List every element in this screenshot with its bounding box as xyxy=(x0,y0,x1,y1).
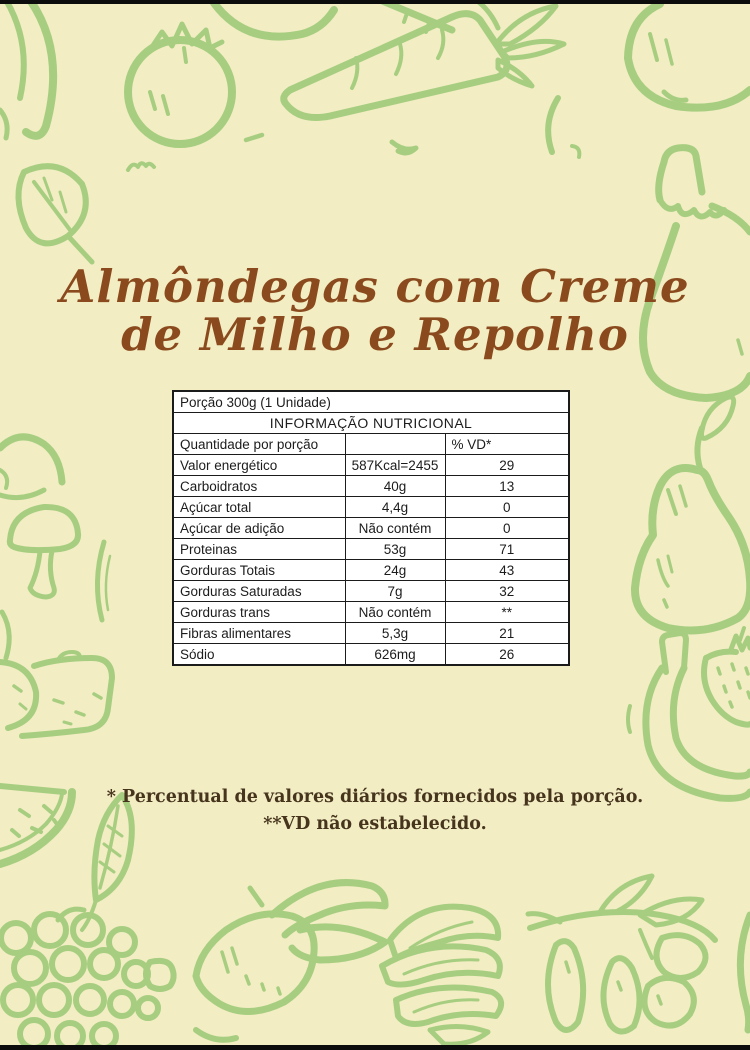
nutrient-value: Não contém xyxy=(344,601,446,623)
greens-bundle-icon xyxy=(379,903,505,1047)
nutrient-value: Não contém xyxy=(344,517,446,539)
table-row: Sódio 626mg 26 xyxy=(172,643,570,666)
olive-branch-icon xyxy=(525,873,718,1035)
bottom-border-bar xyxy=(0,1045,750,1050)
nutrient-label: Fibras alimentares xyxy=(172,622,346,644)
serving-row: Porção 300g (1 Unidade) xyxy=(172,390,570,413)
nutrient-value: 587Kcal=2455 xyxy=(344,454,446,476)
banana-icon xyxy=(626,630,750,802)
nutrient-value: 626mg xyxy=(344,643,446,666)
nutrient-label: Açúcar de adição xyxy=(172,517,346,539)
apple-icon xyxy=(624,0,750,112)
serving-size: Porção 300g (1 Unidade) xyxy=(172,390,570,413)
nutrient-dv: ** xyxy=(444,601,570,623)
footnotes: * Percentual de valores diários fornecid… xyxy=(0,784,750,838)
leaf-icon xyxy=(15,163,95,265)
nutrient-value: 5,3g xyxy=(344,622,446,644)
tomato-partial-icon xyxy=(210,0,338,41)
nutrient-label: Gorduras Saturadas xyxy=(172,580,346,602)
page-title-line2: de Milho e Repolho xyxy=(121,307,629,361)
nutrient-dv: 43 xyxy=(444,559,570,581)
nutrient-dv: 21 xyxy=(444,622,570,644)
tomato-icon xyxy=(124,21,236,148)
nutrient-label: Valor energético xyxy=(172,454,346,476)
footnote-dv-not-established: **VD não estabelecido. xyxy=(263,814,487,835)
nutrient-dv: 32 xyxy=(444,580,570,602)
nutrient-dv: 71 xyxy=(444,538,570,560)
mushrooms-icon xyxy=(0,433,82,600)
nutrient-label: Gorduras Totais xyxy=(172,559,346,581)
corner-sprout-icon xyxy=(0,0,58,141)
table-row: Carboidratos 40g 13 xyxy=(172,475,570,497)
nutrient-dv: 0 xyxy=(444,517,570,539)
nutrient-label: Carboidratos xyxy=(172,475,346,497)
table-row: Gorduras trans Não contém ** xyxy=(172,601,570,623)
column-header-row: Quantidade por porção % VD* xyxy=(172,433,570,455)
eggplant-icon xyxy=(639,144,750,402)
pear-icon xyxy=(631,394,750,635)
quantity-column-header: Quantidade por porção xyxy=(172,433,346,455)
top-border-bar xyxy=(0,0,750,4)
table-row: Fibras alimentares 5,3g 21 xyxy=(172,622,570,644)
table-title: INFORMAÇÃO NUTRICIONAL xyxy=(172,412,570,434)
nutrient-value: 53g xyxy=(344,538,446,560)
radish-icon xyxy=(192,879,389,1016)
nutrient-dv: 13 xyxy=(444,475,570,497)
grass-blade-icon xyxy=(94,539,112,623)
table-title-row: INFORMAÇÃO NUTRICIONAL xyxy=(172,412,570,434)
table-row: Açúcar de adição Não contém 0 xyxy=(172,517,570,539)
nutrient-dv: 0 xyxy=(444,496,570,518)
nutrition-table: Porção 300g (1 Unidade) INFORMAÇÃO NUTRI… xyxy=(172,390,571,666)
cucumber-icon xyxy=(0,650,115,739)
nutrient-label: Açúcar total xyxy=(172,496,346,518)
nutrient-dv: 26 xyxy=(444,643,570,666)
nutrient-dv: 29 xyxy=(444,454,570,476)
footnote-daily-values: * Percentual de valores diários fornecid… xyxy=(106,787,644,807)
nutrient-label: Proteinas xyxy=(172,538,346,560)
table-row: Açúcar total 4,4g 0 xyxy=(172,496,570,518)
watermelon-icon xyxy=(0,783,76,868)
fruit-edge-arc-icon xyxy=(736,911,750,1034)
dv-column-header: % VD* xyxy=(444,433,570,455)
table-row: Proteinas 53g 71 xyxy=(172,538,570,560)
nutrient-value: 7g xyxy=(344,580,446,602)
strawberry-icon xyxy=(701,626,750,728)
page-title-line1: Almôndegas com Creme xyxy=(60,260,690,313)
value-column-header xyxy=(344,433,446,455)
page-title: Almôndegas com Creme de Milho e Repolho xyxy=(0,263,750,358)
nutrient-label: Sódio xyxy=(172,643,346,666)
nutrient-value: 4,4g xyxy=(344,496,446,518)
grapes-icon xyxy=(0,906,177,1050)
nutrient-value: 24g xyxy=(344,559,446,581)
nutrient-value: 40g xyxy=(344,475,446,497)
squiggles-icon xyxy=(0,95,582,1043)
table-row: Gorduras Totais 24g 43 xyxy=(172,559,570,581)
nutrient-label: Gorduras trans xyxy=(172,601,346,623)
table-row: Gorduras Saturadas 7g 32 xyxy=(172,580,570,602)
table-row: Valor energético 587Kcal=2455 29 xyxy=(172,454,570,476)
